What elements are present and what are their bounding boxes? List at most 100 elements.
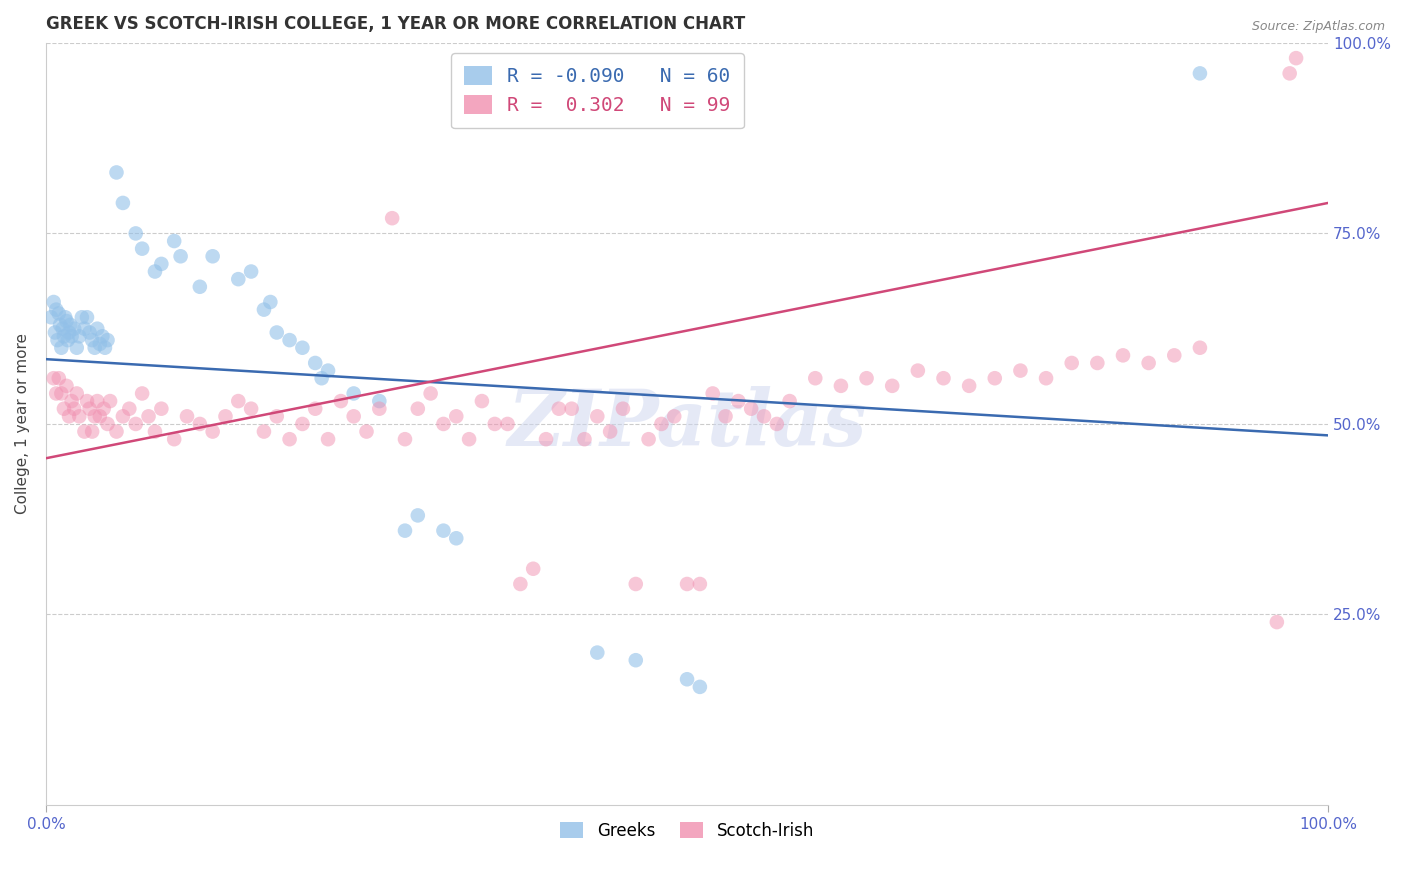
Point <box>702 386 724 401</box>
Point <box>406 508 429 523</box>
Point <box>253 425 276 439</box>
Point <box>343 386 366 401</box>
Point <box>957 379 980 393</box>
Point <box>73 425 96 439</box>
Point <box>664 409 686 424</box>
Point <box>94 341 117 355</box>
Point <box>98 394 121 409</box>
Point <box>125 227 148 241</box>
Point <box>1060 356 1083 370</box>
Point <box>534 432 557 446</box>
Point <box>471 394 494 409</box>
Point <box>1278 66 1301 80</box>
Point <box>66 341 89 355</box>
Point <box>131 386 153 401</box>
Point <box>932 371 955 385</box>
Point <box>752 409 775 424</box>
Point <box>291 341 314 355</box>
Point <box>91 329 114 343</box>
Point <box>86 321 108 335</box>
Point <box>163 432 186 446</box>
Point <box>855 371 877 385</box>
Point <box>458 432 481 446</box>
Point <box>1285 51 1308 65</box>
Y-axis label: College, 1 year or more: College, 1 year or more <box>15 334 30 515</box>
Point <box>259 295 281 310</box>
Point <box>329 394 352 409</box>
Point <box>676 673 699 687</box>
Point <box>63 401 86 416</box>
Point <box>432 524 454 538</box>
Point <box>343 409 366 424</box>
Point <box>53 310 76 325</box>
Point <box>83 341 105 355</box>
Point <box>907 363 929 377</box>
Point <box>226 272 249 286</box>
Point <box>111 196 134 211</box>
Point <box>105 165 128 179</box>
Point <box>304 356 326 370</box>
Point <box>266 409 288 424</box>
Point <box>49 318 72 332</box>
Point <box>76 394 98 409</box>
Point <box>316 363 339 377</box>
Point <box>316 432 339 446</box>
Point <box>714 409 737 424</box>
Point <box>52 329 75 343</box>
Point <box>624 653 647 667</box>
Point <box>547 401 569 416</box>
Point <box>830 379 852 393</box>
Point <box>356 425 378 439</box>
Point <box>612 401 634 416</box>
Point <box>201 249 224 263</box>
Point <box>66 386 89 401</box>
Point <box>48 306 70 320</box>
Point <box>484 417 506 431</box>
Point <box>368 401 391 416</box>
Point <box>291 417 314 431</box>
Point <box>1112 348 1135 362</box>
Point <box>278 333 301 347</box>
Point <box>496 417 519 431</box>
Point <box>89 337 111 351</box>
Point <box>70 310 93 325</box>
Point <box>586 646 609 660</box>
Point <box>51 386 73 401</box>
Point <box>45 302 67 317</box>
Point <box>311 371 333 385</box>
Point <box>240 401 263 416</box>
Point <box>96 333 118 347</box>
Point <box>60 329 83 343</box>
Point <box>214 409 236 424</box>
Point <box>169 249 191 263</box>
Point <box>143 425 166 439</box>
Point <box>278 432 301 446</box>
Point <box>131 242 153 256</box>
Point <box>86 394 108 409</box>
Point <box>1085 356 1108 370</box>
Text: ZIPatlas: ZIPatlas <box>508 385 866 462</box>
Point <box>266 326 288 340</box>
Point <box>163 234 186 248</box>
Point <box>1188 66 1211 80</box>
Point <box>201 425 224 439</box>
Point <box>394 524 416 538</box>
Point <box>67 329 90 343</box>
Point <box>676 577 699 591</box>
Point <box>882 379 904 393</box>
Point <box>58 326 80 340</box>
Point <box>96 417 118 431</box>
Point <box>48 371 70 385</box>
Point <box>93 401 115 416</box>
Point <box>253 302 276 317</box>
Point <box>381 211 404 226</box>
Point <box>60 394 83 409</box>
Point <box>58 409 80 424</box>
Point <box>63 321 86 335</box>
Point <box>650 417 672 431</box>
Point <box>138 409 160 424</box>
Point <box>125 417 148 431</box>
Point <box>727 394 749 409</box>
Point <box>689 577 711 591</box>
Point <box>1035 371 1057 385</box>
